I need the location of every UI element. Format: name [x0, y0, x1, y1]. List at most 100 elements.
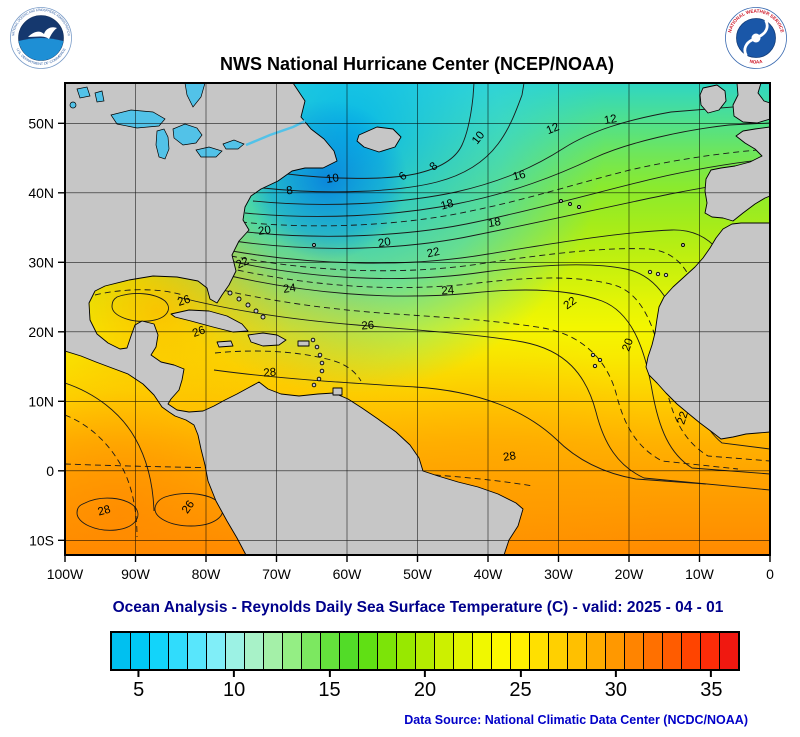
contour-label: 28 [263, 367, 277, 380]
colorbar: 5 10 15 20 25 30 35 [110, 631, 740, 705]
colorbar-segment [225, 633, 244, 669]
colorbar-segment [605, 633, 624, 669]
colorbar-segment [662, 633, 681, 669]
axis-ticks [58, 122, 771, 562]
colorbar-segment [301, 633, 320, 669]
colorbar-tick: 20 [414, 671, 436, 702]
colorbar-tickmark [424, 671, 426, 677]
colorbar-tick: 10 [223, 671, 245, 702]
colorbar-segment [244, 633, 263, 669]
land-jamaica [216, 340, 234, 348]
colorbar-tickmark [137, 671, 140, 677]
colorbar-segment [453, 633, 472, 669]
noaa-emblem-sea [18, 38, 64, 61]
st-lawrence-river [245, 119, 306, 147]
colorbar-segments [110, 631, 740, 671]
contour-label: 24 [441, 285, 455, 298]
colorbar-segment [415, 633, 434, 669]
land-newfoundland [356, 126, 402, 153]
colorbar-segment [491, 633, 510, 669]
map-caption: Ocean Analysis - Reynolds Daily Sea Surf… [112, 599, 724, 616]
colorbar-segment [586, 633, 605, 669]
colorbar-segment [434, 633, 453, 669]
colorbar-segment [339, 633, 358, 669]
colorbar-tickmark [233, 671, 236, 677]
colorbar-segment [548, 633, 567, 669]
lake-ontario [222, 139, 245, 150]
contour-label: 20 [620, 337, 636, 353]
colorbar-segment [681, 633, 700, 669]
y-axis-label: 0 [46, 463, 54, 479]
colorbar-tick: 25 [509, 671, 532, 702]
x-axis-label: 100W [47, 566, 84, 582]
colorbar-segment [377, 633, 396, 669]
colorbar-segment [112, 633, 130, 669]
land-cuba [170, 309, 249, 333]
y-axis-label: 50N [28, 115, 54, 131]
contour-label: 26 [361, 320, 375, 333]
x-axis-label: 50W [403, 566, 433, 582]
contour-label: 12 [603, 113, 618, 127]
lake-huron [172, 123, 203, 146]
colorbar-tickmark [519, 671, 522, 677]
contour-label: 10 [325, 172, 339, 186]
contour-label: 22 [675, 410, 690, 426]
x-axis-label: 0 [766, 566, 774, 582]
nws-ring-text-bottom: NOAA [749, 59, 763, 65]
colorbar-segment [168, 633, 187, 669]
contour-label: 22 [426, 246, 441, 260]
colorbar-segment [624, 633, 643, 669]
contour-label: 28 [502, 450, 516, 464]
y-axis-label: 20N [28, 324, 54, 340]
contour-label: 8 [286, 185, 294, 198]
colorbar-tickmark [710, 671, 713, 677]
colorbar-tickmark [328, 671, 331, 677]
colorbar-segment [529, 633, 548, 669]
land-britain [732, 83, 770, 124]
colorbar-segment [149, 633, 168, 669]
nws-logo-svg: NATIONAL WEATHER SERVICE NOAA [725, 7, 787, 69]
x-axis-label: 70W [262, 566, 292, 582]
colorbar-segment [263, 633, 282, 669]
nws-hurricane-icon [751, 33, 761, 43]
colorbar-tick: 30 [605, 671, 627, 702]
colorbar-tick-label: 35 [700, 679, 723, 701]
colorbar-tick: 5 [133, 671, 144, 702]
colorbar-tick-label: 15 [318, 679, 341, 701]
landmasses [65, 83, 770, 555]
colorbar-segment [282, 633, 301, 669]
y-axis-label: 10S [29, 532, 54, 548]
x-axis-label: 20W [615, 566, 645, 582]
colorbar-segment [130, 633, 149, 669]
noaa-seagull-icon [28, 27, 57, 39]
colorbar-tick-label: 20 [413, 679, 437, 701]
colorbar-tick-label: 30 [604, 679, 628, 701]
colorbar-segment [472, 633, 491, 669]
contour-label: 20 [257, 224, 271, 238]
x-axis-label: 40W [474, 566, 504, 582]
y-axis-label: 30N [28, 254, 54, 270]
contour-label: 20 [377, 236, 392, 250]
colorbar-segment [700, 633, 719, 669]
contour-label: 26 [191, 324, 207, 340]
nws-hurricane-arm-top [758, 19, 769, 38]
colorbar-segment [643, 633, 662, 669]
colorbar-segment [206, 633, 225, 669]
colorbar-tick: 15 [318, 671, 341, 702]
y-axis-label: 40N [28, 185, 54, 201]
colorbar-ticks: 5 10 15 20 25 30 35 [110, 671, 740, 705]
gridlines [65, 83, 770, 555]
contour-label: 12 [545, 121, 561, 137]
land-puerto-rico [297, 340, 310, 347]
colorbar-tick: 35 [700, 671, 722, 702]
land-bermuda [312, 243, 316, 247]
x-axis-label: 30W [544, 566, 574, 582]
colorbar-tick-label: 5 [133, 679, 145, 701]
contour-label: 24 [282, 282, 297, 296]
data-source-text: Data Source: National Climatic Data Cent… [404, 713, 748, 727]
x-axis-labels: 100W 90W 80W 70W 60W 50W 40W 30W 20W 10W 0 [47, 566, 774, 582]
land-trinidad [332, 387, 343, 396]
land-africa [645, 222, 770, 440]
y-axis-label: 10N [28, 393, 54, 409]
colorbar-segment [396, 633, 415, 669]
